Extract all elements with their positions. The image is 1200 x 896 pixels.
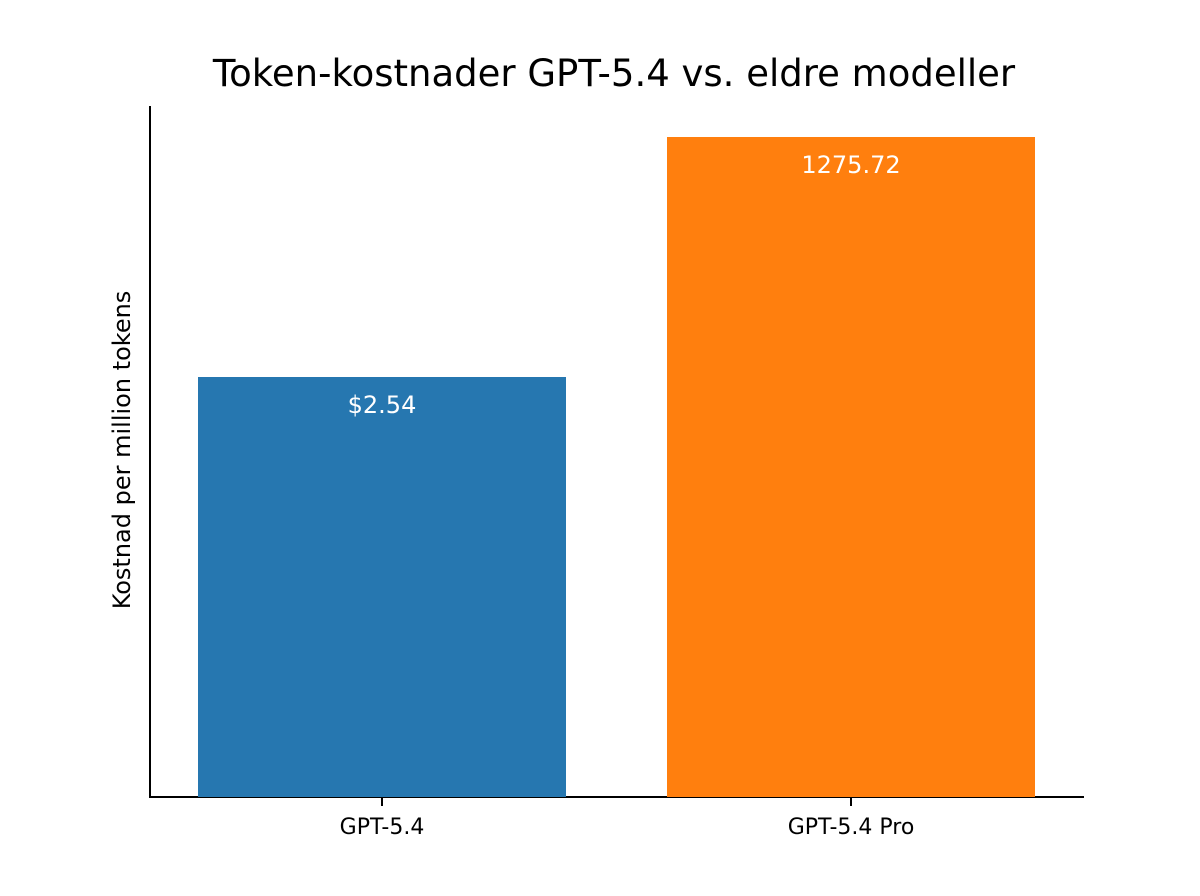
- y-axis-label: Kostnad per million tokens: [108, 290, 136, 610]
- x-tick-label-gpt-5-4: GPT-5.4: [339, 815, 425, 840]
- x-tick-mark: [381, 798, 383, 806]
- bar-value-label: $2.54: [347, 391, 417, 419]
- bar-value-label: 1275.72: [801, 151, 901, 179]
- chart-title: Token-kostnader GPT-5.4 vs. eldre modell…: [212, 52, 1016, 95]
- bar-gpt-5-4: $2.54: [198, 377, 566, 797]
- x-axis-spine: [149, 796, 1084, 798]
- y-axis-spine: [149, 106, 151, 798]
- x-tick-label-gpt-5-4-pro: GPT-5.4 Pro: [787, 815, 915, 840]
- bar-gpt-5-4-pro: 1275.72: [667, 137, 1035, 797]
- x-tick-mark: [850, 798, 852, 806]
